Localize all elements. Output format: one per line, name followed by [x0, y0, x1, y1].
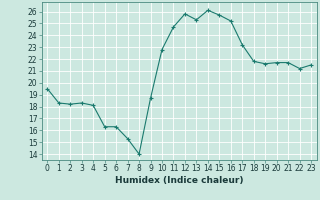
X-axis label: Humidex (Indice chaleur): Humidex (Indice chaleur)	[115, 176, 244, 185]
